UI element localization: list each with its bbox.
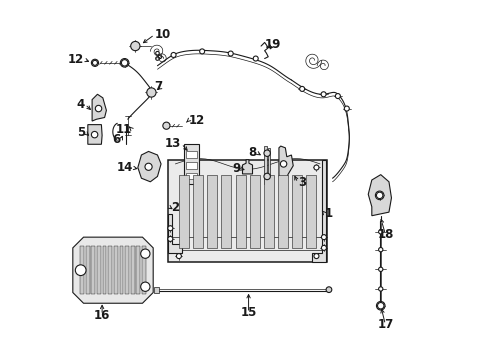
Text: 12: 12	[189, 114, 205, 127]
Bar	[250, 175, 260, 248]
Text: 11: 11	[116, 123, 132, 136]
Circle shape	[321, 92, 326, 97]
Polygon shape	[312, 160, 326, 262]
Circle shape	[92, 131, 98, 138]
Bar	[91, 246, 95, 294]
Polygon shape	[88, 125, 102, 144]
Text: 18: 18	[377, 228, 393, 241]
Circle shape	[379, 230, 383, 234]
Circle shape	[264, 173, 270, 180]
Circle shape	[141, 249, 150, 258]
Circle shape	[131, 41, 140, 51]
Bar	[264, 146, 267, 184]
Circle shape	[163, 122, 170, 129]
Bar	[186, 173, 197, 179]
Polygon shape	[243, 159, 252, 174]
Bar	[80, 246, 84, 294]
Bar	[153, 287, 159, 293]
Circle shape	[335, 94, 341, 99]
Circle shape	[379, 267, 383, 271]
Circle shape	[344, 106, 349, 111]
Bar	[131, 246, 135, 294]
Circle shape	[168, 226, 173, 231]
Circle shape	[376, 301, 385, 310]
Bar	[125, 246, 129, 294]
Text: 3: 3	[298, 176, 306, 189]
Circle shape	[93, 60, 98, 65]
Circle shape	[300, 86, 305, 91]
Bar	[268, 148, 270, 182]
Text: 17: 17	[377, 318, 393, 331]
Circle shape	[280, 161, 287, 167]
Text: 13: 13	[165, 137, 181, 150]
Circle shape	[379, 248, 383, 252]
Text: 1: 1	[324, 207, 332, 220]
Bar	[108, 246, 112, 294]
Circle shape	[314, 253, 319, 258]
Bar	[137, 246, 141, 294]
Bar	[86, 246, 90, 294]
Bar	[179, 175, 189, 248]
Text: 9: 9	[232, 162, 241, 175]
Polygon shape	[92, 94, 106, 121]
Text: 12: 12	[68, 53, 84, 66]
Circle shape	[122, 60, 128, 66]
Bar	[120, 246, 123, 294]
Polygon shape	[279, 146, 293, 184]
Circle shape	[375, 191, 384, 200]
Circle shape	[377, 302, 384, 309]
Circle shape	[147, 88, 156, 97]
Bar	[278, 175, 288, 248]
Text: 10: 10	[155, 28, 171, 41]
Bar	[186, 162, 197, 168]
Bar	[102, 246, 106, 294]
Text: 19: 19	[265, 38, 281, 51]
Text: 14: 14	[117, 161, 133, 174]
Bar	[142, 246, 146, 294]
Bar	[97, 246, 101, 294]
Text: 7: 7	[154, 80, 162, 93]
Circle shape	[168, 237, 173, 242]
Text: 6: 6	[112, 134, 121, 147]
Bar	[193, 175, 203, 248]
Bar	[184, 144, 199, 184]
Bar	[186, 152, 197, 158]
Circle shape	[145, 163, 152, 170]
Polygon shape	[73, 237, 153, 303]
Text: 16: 16	[94, 309, 110, 321]
Circle shape	[171, 53, 176, 58]
Text: 2: 2	[171, 201, 179, 214]
Circle shape	[321, 246, 326, 250]
Bar	[114, 246, 118, 294]
Bar	[221, 175, 231, 248]
Bar	[207, 175, 217, 248]
Circle shape	[228, 51, 233, 56]
Polygon shape	[138, 152, 161, 182]
Circle shape	[96, 105, 102, 112]
Bar	[292, 175, 302, 248]
Text: 5: 5	[77, 126, 85, 139]
Bar	[264, 175, 274, 248]
Bar	[306, 175, 317, 248]
Circle shape	[92, 59, 98, 66]
Bar	[168, 160, 327, 262]
Circle shape	[75, 265, 86, 275]
Circle shape	[314, 165, 319, 170]
Circle shape	[326, 287, 332, 293]
Polygon shape	[168, 214, 182, 253]
Circle shape	[379, 287, 383, 291]
Circle shape	[321, 235, 326, 240]
Circle shape	[264, 150, 270, 157]
Text: 4: 4	[77, 98, 85, 111]
Circle shape	[141, 282, 150, 291]
Text: 15: 15	[241, 306, 257, 319]
Circle shape	[121, 59, 129, 67]
Bar	[236, 175, 245, 248]
Circle shape	[199, 49, 205, 54]
Circle shape	[253, 56, 258, 61]
Polygon shape	[368, 175, 392, 216]
Text: 8: 8	[248, 146, 256, 159]
Circle shape	[376, 192, 383, 199]
Circle shape	[176, 253, 181, 258]
